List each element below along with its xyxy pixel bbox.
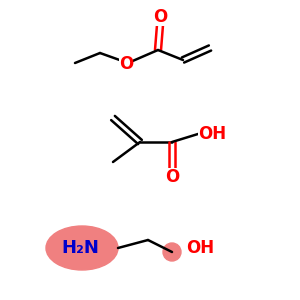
Text: O: O — [165, 168, 179, 186]
Circle shape — [163, 243, 181, 261]
Text: H₂N: H₂N — [61, 239, 99, 257]
Text: O: O — [119, 55, 133, 73]
Text: OH: OH — [198, 125, 226, 143]
Text: OH: OH — [186, 239, 214, 257]
Ellipse shape — [46, 226, 118, 270]
Text: O: O — [153, 8, 167, 26]
